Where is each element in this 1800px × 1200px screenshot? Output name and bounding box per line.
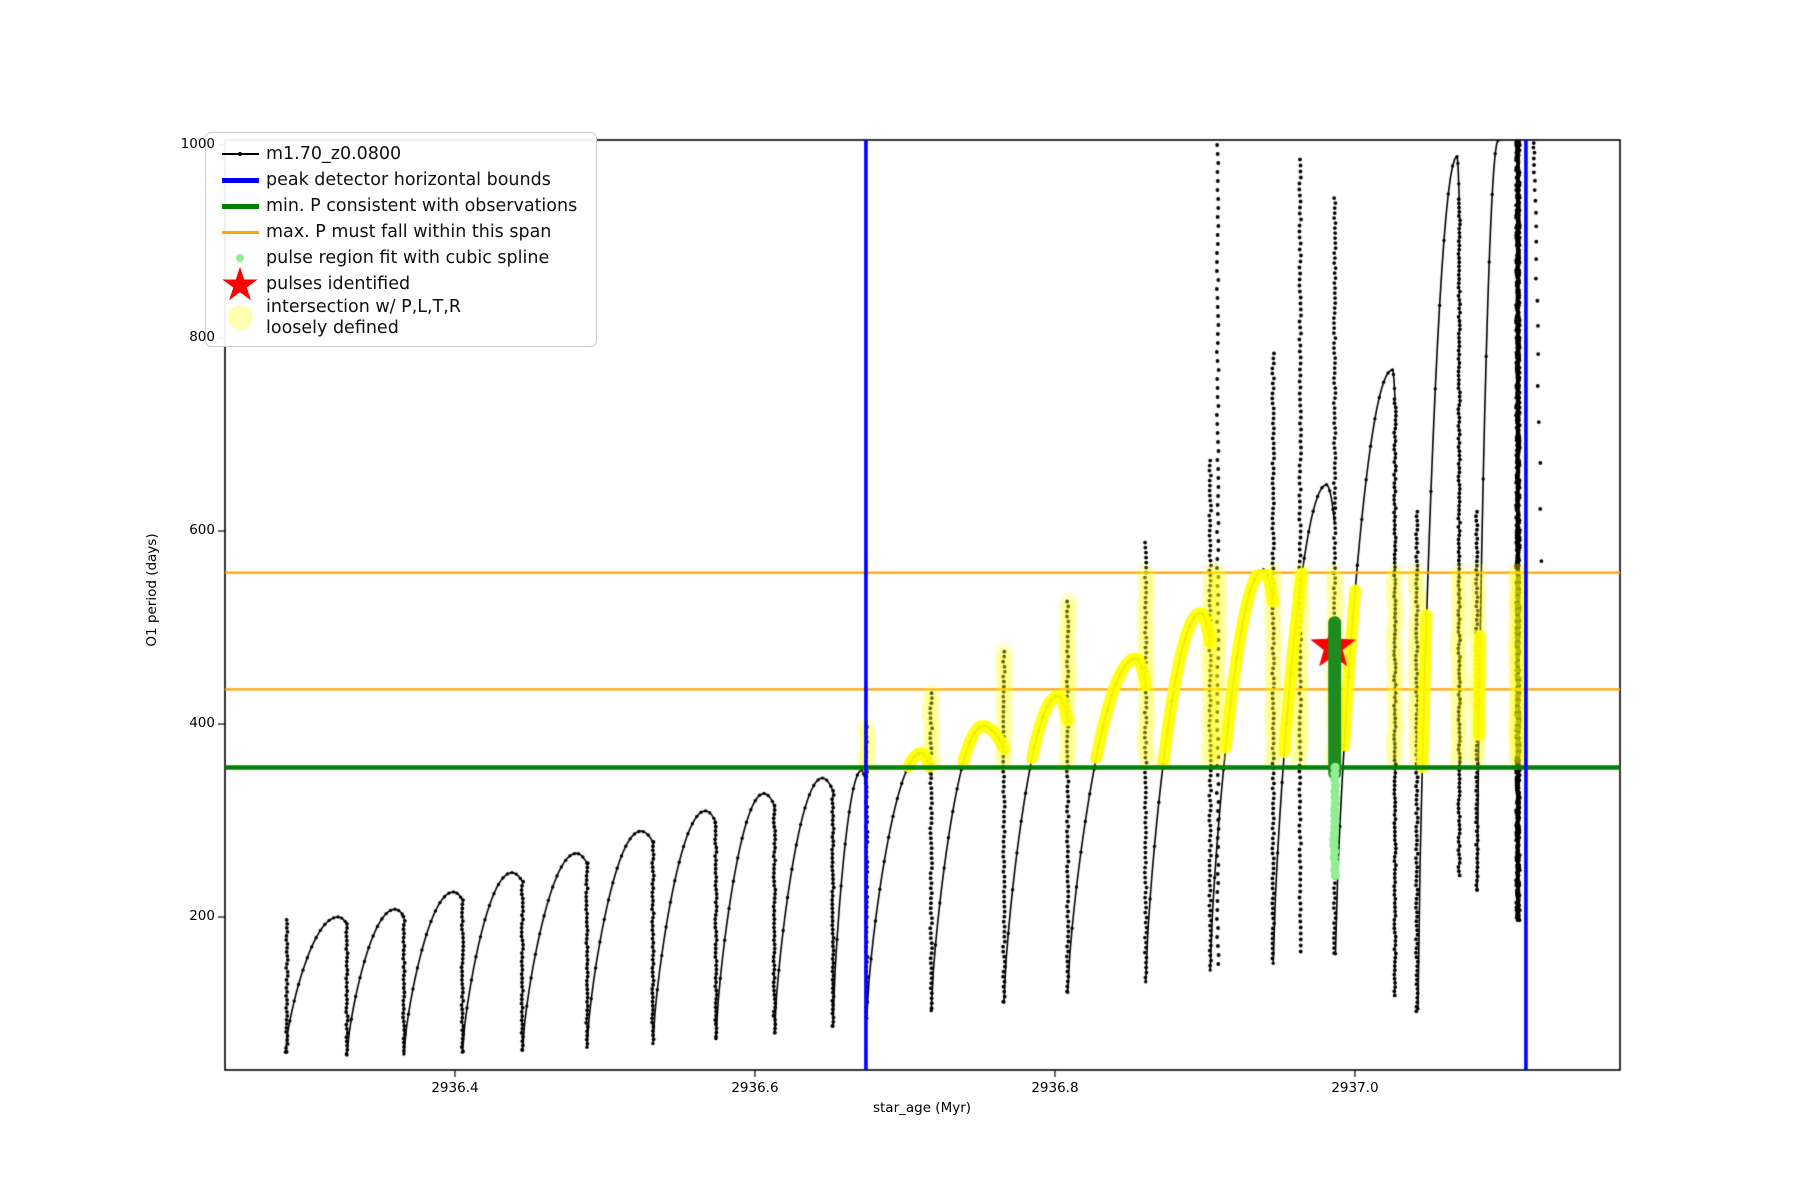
y-tick-label: 400	[189, 715, 215, 732]
max-p-line-icon	[214, 230, 266, 234]
y-tick-label: 1000	[180, 136, 215, 153]
y-tick-label: 800	[189, 329, 215, 346]
y-tick-label: 600	[189, 522, 215, 539]
legend-item-peak-bounds: peak detector horizontal bounds	[214, 167, 584, 193]
x-tick-label: 2936.6	[731, 1080, 779, 1096]
peak-bounds-line-icon	[214, 177, 266, 183]
legend-label: pulses identified	[266, 273, 411, 294]
x-axis-label: star_age (Myr)	[872, 1100, 972, 1116]
legend-label: max. P must fall within this span	[266, 221, 552, 242]
legend-item-intersection: intersection w/ P,L,T,R loosely defined	[214, 297, 584, 338]
x-tick-label: 2936.8	[1031, 1080, 1079, 1096]
legend-label: pulse region fit with cubic spline	[266, 247, 550, 268]
intersection-dot-icon	[214, 305, 266, 331]
y-axis-label: O1 period (days)	[144, 533, 160, 647]
star-icon: ★	[219, 257, 261, 311]
series-line-icon	[214, 152, 266, 156]
legend-label: peak detector horizontal bounds	[266, 169, 551, 190]
legend-item-max-p: max. P must fall within this span	[214, 219, 584, 245]
y-tick-label: 200	[189, 908, 215, 925]
legend-label: m1.70_z0.0800	[266, 143, 402, 164]
legend-label: min. P consistent with observations	[266, 195, 578, 216]
min-p-line-icon	[214, 203, 266, 209]
legend-item-min-p: min. P consistent with observations	[214, 193, 584, 219]
x-tick-label: 2937.0	[1331, 1080, 1379, 1096]
legend-label: intersection w/ P,L,T,R loosely defined	[266, 297, 461, 338]
legend-item-series: m1.70_z0.0800	[214, 141, 584, 167]
legend-item-pulses: ★ pulses identified	[214, 257, 584, 311]
legend-item-pulse-region: pulse region fit with cubic spline	[214, 245, 584, 271]
x-tick-label: 2936.4	[431, 1080, 479, 1096]
pulse-region-dot-icon	[214, 254, 266, 262]
